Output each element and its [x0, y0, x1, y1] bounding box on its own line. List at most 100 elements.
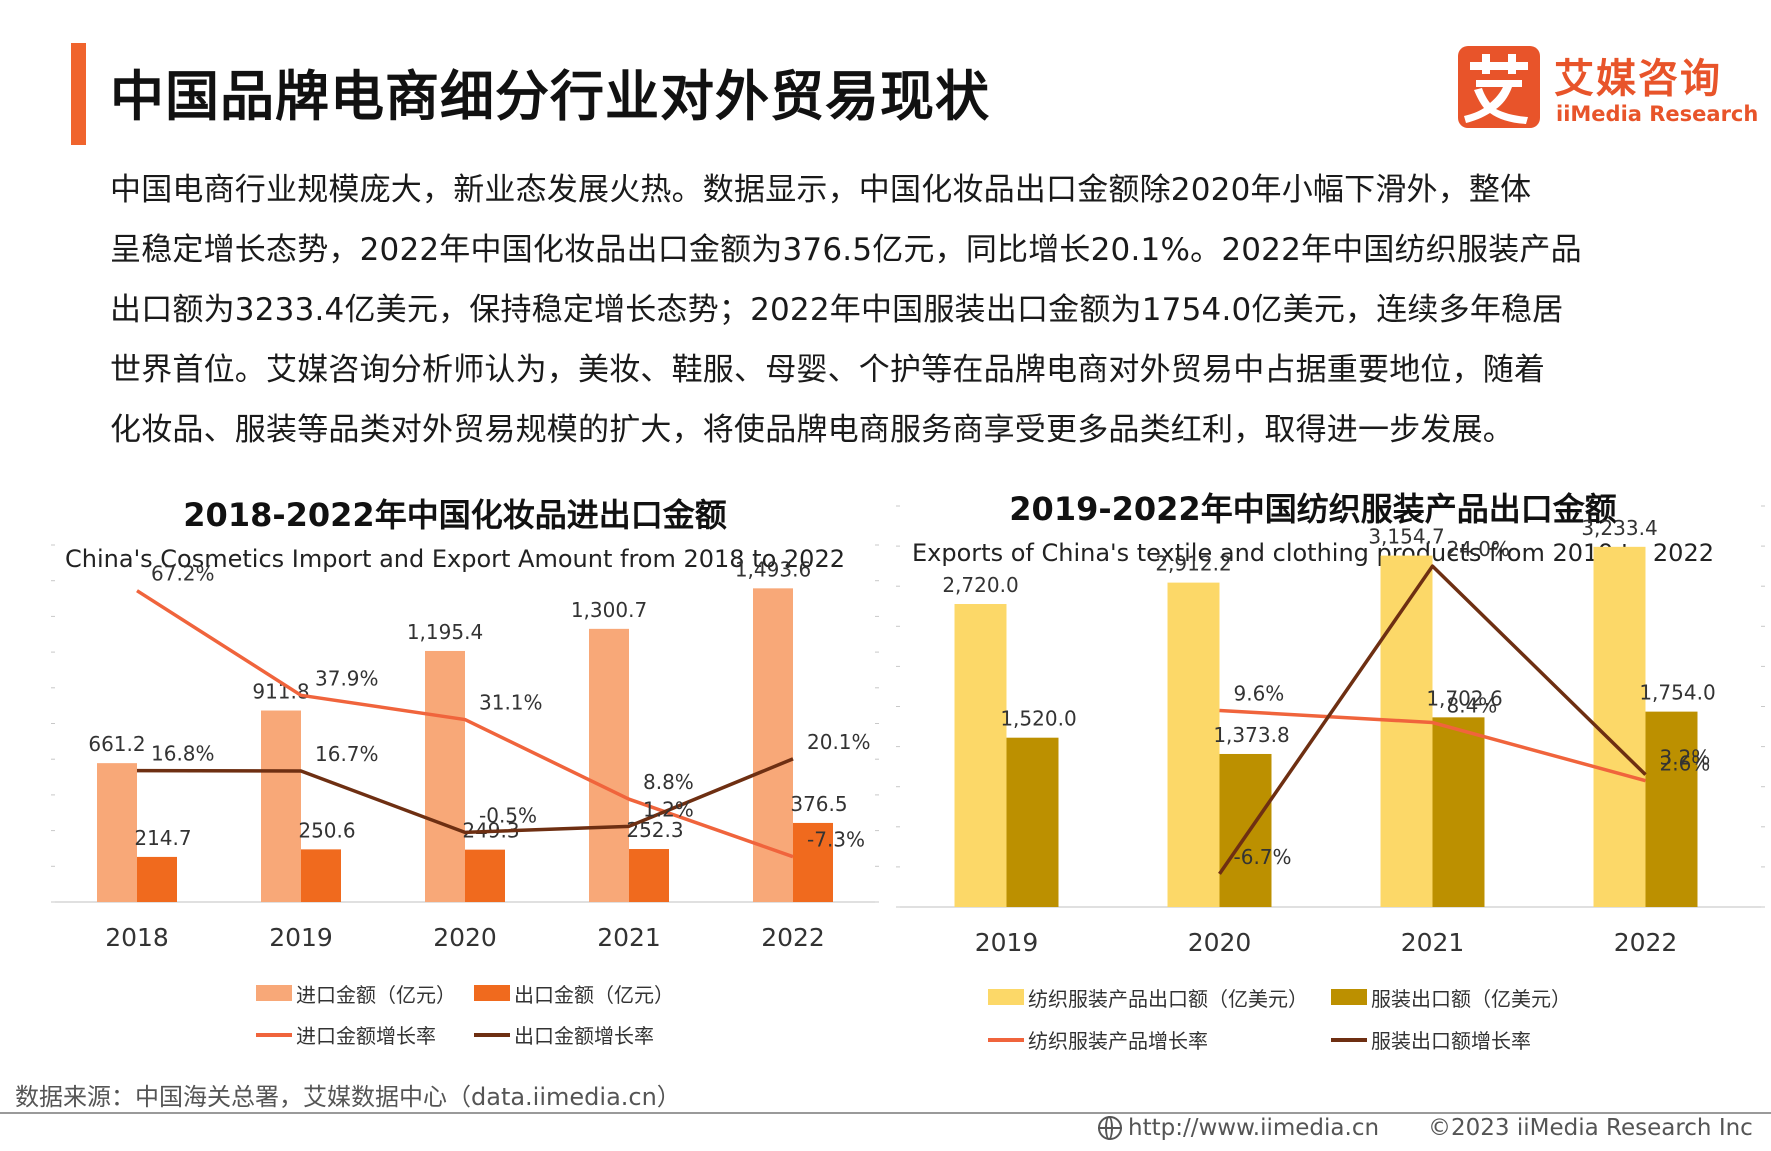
line-data-label: -7.3%: [807, 828, 865, 852]
footer-divider: [0, 1112, 1771, 1114]
bar-data-label: 1,754.0: [1639, 681, 1715, 705]
legend-swatch: [474, 985, 510, 1001]
line-data-label: 37.9%: [315, 666, 379, 690]
line-data-label: -0.5%: [479, 803, 537, 827]
bar: [97, 763, 137, 902]
x-tick-label: 2021: [1401, 928, 1465, 957]
logo: 艾媒咨询 iiMedia Research: [1458, 46, 1758, 132]
footer-url-text[interactable]: http://www.iimedia.cn: [1128, 1115, 1380, 1141]
bar: [1006, 737, 1059, 907]
bar: [261, 710, 301, 902]
line-data-label: 31.1%: [479, 691, 543, 715]
line-data-label: 67.2%: [151, 562, 215, 586]
textile-chart: 2019-2022年中国纺织服装产品出口金额 Exports of China'…: [885, 480, 1771, 1060]
legend-label: 服装出口额增长率: [1371, 1029, 1531, 1053]
bar: [793, 822, 833, 902]
data-source: 数据来源：中国海关总署，艾媒数据中心（data.iimedia.cn）: [15, 1083, 681, 1111]
bar: [1645, 711, 1698, 907]
footer-copyright: ©2023 iiMedia Research Inc: [1428, 1115, 1753, 1141]
bar-data-label: 2,912.2: [1155, 552, 1231, 576]
logo-cn-text: 艾媒咨询: [1554, 56, 1722, 102]
bar-data-label: 3,233.4: [1581, 516, 1657, 540]
series-line: [1219, 708, 1646, 783]
legend-swatch: [1331, 989, 1367, 1005]
chart-title: 2019-2022年中国纺织服装产品出口金额: [1009, 490, 1617, 528]
bar-data-label: 1,195.4: [407, 620, 483, 644]
bar: [137, 856, 177, 902]
bar-data-label: 252.3: [626, 818, 683, 842]
bar: [1432, 717, 1485, 907]
legend-label: 出口金额增长率: [514, 1024, 654, 1048]
legend-label: 进口金额增长率: [296, 1024, 436, 1048]
bar-data-label: 1,373.8: [1213, 723, 1289, 747]
title-accent-bar: [71, 43, 86, 145]
intro-line: 呈稳定增长态势，2022年中国化妆品出口金额为376.5亿元，同比增长20.1%…: [110, 232, 1582, 268]
bar-data-label: 2,720.0: [942, 573, 1018, 597]
chart-subtitle: China's Cosmetics Import and Export Amou…: [65, 545, 845, 573]
bar: [425, 650, 465, 902]
intro-line: 化妆品、服装等品类对外贸易规模的扩大，将使品牌电商服务商享受更多品类红利，取得进…: [110, 412, 1514, 448]
line-data-label: 16.8%: [151, 742, 215, 766]
bar-data-label: 1,702.6: [1426, 686, 1502, 710]
bar: [1219, 753, 1272, 907]
line-data-label: 20.1%: [807, 730, 871, 754]
line-data-label: 24.0%: [1447, 537, 1511, 561]
line-data-label: 8.8%: [643, 770, 694, 794]
bar: [301, 849, 341, 902]
line-data-label: 16.7%: [315, 742, 379, 766]
legend-label: 纺织服装产品出口额（亿美元）: [1028, 987, 1308, 1011]
x-tick-label: 2018: [105, 923, 169, 952]
chart-title: 2018-2022年中国化妆品进出口金额: [183, 496, 727, 534]
bar: [1167, 582, 1220, 907]
globe-icon: [1098, 1116, 1122, 1140]
x-tick-label: 2020: [1188, 928, 1252, 957]
bar-data-label: 214.7: [134, 826, 191, 850]
series-line: [136, 589, 794, 859]
bar-data-label: 1,520.0: [1000, 707, 1076, 731]
series-line: [136, 757, 794, 835]
line-data-label: 2.6%: [1660, 752, 1711, 776]
legend-label: 纺织服装产品增长率: [1028, 1029, 1208, 1053]
bar-data-label: 661.2: [88, 732, 145, 756]
bar: [629, 849, 669, 902]
bar: [954, 604, 1007, 907]
legend-label: 服装出口额（亿美元）: [1371, 987, 1571, 1011]
x-tick-label: 2019: [269, 923, 333, 952]
x-tick-label: 2022: [1614, 928, 1678, 957]
bar-data-label: 376.5: [790, 792, 847, 816]
logo-en-text: iiMedia Research: [1556, 102, 1759, 126]
bar: [1380, 555, 1433, 907]
bar: [465, 849, 505, 902]
chart-subtitle: Exports of China's textile and clothing …: [912, 539, 1714, 567]
bar: [589, 628, 629, 902]
line-data-label: -6.7%: [1234, 845, 1292, 869]
intro-line: 中国电商行业规模庞大，新业态发展火热。数据显示，中国化妆品出口金额除2020年小…: [110, 172, 1532, 208]
footer-url[interactable]: http://www.iimedia.cn: [1098, 1115, 1379, 1141]
series-line: [1218, 564, 1647, 875]
x-tick-label: 2019: [975, 928, 1039, 957]
intro-line: 出口额为3233.4亿美元，保持稳定增长态势；2022年中国服装出口金额为175…: [110, 292, 1564, 328]
bar-data-label: 1,493.6: [735, 557, 811, 581]
page-title: 中国品牌电商细分行业对外贸易现状: [110, 65, 990, 128]
intro-paragraph: 中国电商行业规模庞大，新业态发展火热。数据显示，中国化妆品出口金额除2020年小…: [110, 160, 1670, 460]
legend-swatch: [256, 985, 292, 1001]
bar-data-label: 1,300.7: [571, 598, 647, 622]
line-data-label: 1.2%: [643, 797, 694, 821]
line-data-label: 9.6%: [1234, 682, 1285, 706]
legend-label: 进口金额（亿元）: [296, 983, 456, 1007]
line-data-label: 3.2%: [1660, 746, 1711, 770]
bar-data-label: 250.6: [298, 818, 355, 842]
bar-data-label: 3,154.7: [1368, 525, 1444, 549]
textile-chart-svg: 2,720.0 2,912.2 3,154.7 3,233.4 1,520.0 1,373…: [896, 505, 1765, 1053]
legend-swatch: [988, 989, 1024, 1005]
x-tick-label: 2021: [597, 923, 661, 952]
cosmetics-chart: 2018-2022年中国化妆品进出口金额 China's Cosmetics I…: [0, 480, 885, 1060]
x-tick-label: 2020: [433, 923, 497, 952]
legend-label: 出口金额（亿元）: [514, 983, 674, 1007]
x-tick-label: 2022: [761, 923, 825, 952]
line-data-label: 8.4%: [1447, 694, 1498, 718]
logo-mark-icon: [1458, 46, 1540, 128]
bar: [1593, 546, 1646, 907]
intro-line: 世界首位。艾媒咨询分析师认为，美妆、鞋服、母婴、个护等在品牌电商对外贸易中占据重…: [110, 352, 1546, 388]
